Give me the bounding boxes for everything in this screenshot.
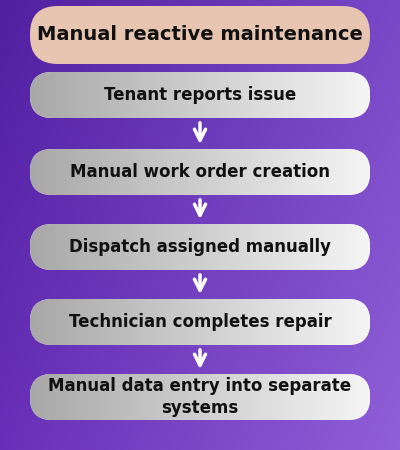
Text: Technician completes repair: Technician completes repair [69,313,331,331]
FancyBboxPatch shape [30,224,370,270]
FancyBboxPatch shape [30,149,370,195]
Text: Dispatch assigned manually: Dispatch assigned manually [69,238,331,256]
Text: Tenant reports issue: Tenant reports issue [104,86,296,104]
FancyBboxPatch shape [30,6,370,64]
FancyBboxPatch shape [30,72,370,118]
FancyBboxPatch shape [30,374,370,420]
FancyBboxPatch shape [30,299,370,345]
Text: Manual reactive maintenance: Manual reactive maintenance [37,26,363,45]
Text: Manual work order creation: Manual work order creation [70,163,330,181]
Text: Manual data entry into separate
systems: Manual data entry into separate systems [48,377,352,417]
